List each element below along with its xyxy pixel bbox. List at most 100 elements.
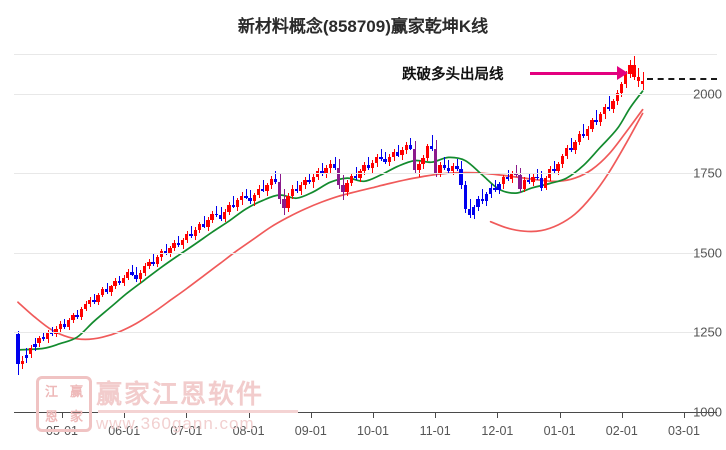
candle-body bbox=[189, 233, 193, 237]
gridline-1750 bbox=[14, 173, 717, 175]
candle-body bbox=[37, 338, 41, 344]
candle-body bbox=[227, 204, 231, 212]
candle-body bbox=[358, 171, 362, 178]
candle-body bbox=[636, 77, 641, 82]
candle-wick bbox=[537, 168, 539, 181]
candle-wick bbox=[608, 96, 610, 112]
candle-body bbox=[147, 261, 151, 266]
y-axis-label-2000: 2000 bbox=[693, 86, 722, 102]
candle-body bbox=[586, 128, 590, 136]
candle-body bbox=[463, 185, 467, 209]
candle-body bbox=[134, 274, 138, 279]
gridline-top bbox=[14, 54, 717, 55]
x-axis-label-02-01: 02-01 bbox=[605, 424, 638, 438]
x-axis-label-12-01: 12-01 bbox=[481, 424, 514, 438]
candle-body bbox=[531, 176, 535, 183]
candle-body bbox=[206, 219, 210, 227]
candle-wick bbox=[515, 165, 517, 178]
candle-body bbox=[261, 188, 265, 191]
candle-body bbox=[223, 211, 227, 219]
annotation-arrow-head bbox=[616, 66, 628, 81]
candle-body bbox=[450, 166, 455, 171]
candle-body bbox=[96, 294, 100, 303]
candle-body bbox=[493, 187, 497, 190]
candle-body bbox=[109, 286, 113, 292]
candle-body bbox=[552, 168, 556, 171]
candle-wick bbox=[233, 196, 235, 209]
candle-body bbox=[429, 146, 434, 150]
candle-wick bbox=[165, 243, 167, 256]
candle-body bbox=[193, 229, 197, 237]
candle-body bbox=[434, 149, 438, 173]
x-axis-tick-07-01 bbox=[186, 412, 188, 418]
candle-wick bbox=[380, 149, 382, 162]
candle-body bbox=[501, 177, 505, 185]
candle-body bbox=[349, 175, 354, 183]
candle-wick bbox=[119, 275, 121, 286]
candle-body bbox=[510, 173, 514, 180]
candle-body bbox=[244, 195, 248, 198]
candle-wick bbox=[64, 319, 66, 329]
candle-body bbox=[421, 158, 425, 165]
candle-body bbox=[573, 142, 577, 150]
candle-body bbox=[602, 107, 607, 115]
candle-body bbox=[484, 194, 489, 202]
candle-body bbox=[66, 320, 71, 327]
candle-wick bbox=[583, 124, 585, 138]
candle-body bbox=[383, 159, 387, 162]
candle-body bbox=[197, 224, 202, 230]
candle-body bbox=[341, 185, 345, 193]
y-axis-label-1000: 1000 bbox=[693, 404, 722, 420]
candle-body bbox=[640, 81, 645, 85]
candle-wick bbox=[385, 151, 387, 165]
candle-wick bbox=[596, 110, 598, 125]
candle-wick bbox=[553, 160, 555, 173]
candle-body bbox=[556, 164, 560, 171]
gridline-2000 bbox=[14, 93, 717, 95]
candle-body bbox=[560, 155, 565, 165]
candle-wick bbox=[245, 188, 247, 200]
candle-body bbox=[379, 156, 383, 160]
candle-body bbox=[286, 196, 290, 209]
candle-body bbox=[408, 145, 413, 149]
candle-body bbox=[581, 133, 586, 136]
candle-body bbox=[41, 337, 45, 340]
annotation-label: 跌破多头出局线 bbox=[402, 67, 504, 84]
x-axis-label-06-01: 06-01 bbox=[108, 424, 141, 438]
candle-body bbox=[218, 215, 223, 219]
candle-body bbox=[526, 180, 531, 183]
candle-body bbox=[455, 166, 459, 169]
x-axis-tick-11-01 bbox=[435, 412, 437, 418]
x-axis-label-09-01: 09-01 bbox=[294, 424, 327, 438]
candle-body bbox=[467, 208, 472, 215]
candle-wick bbox=[250, 189, 252, 204]
candle-body bbox=[71, 314, 75, 321]
candle-body bbox=[239, 195, 244, 201]
candle-body bbox=[33, 343, 37, 347]
candle-wick bbox=[262, 180, 264, 193]
candle-body bbox=[231, 204, 235, 207]
candle-wick bbox=[410, 137, 412, 151]
candle-body bbox=[391, 151, 396, 158]
candle-wick bbox=[469, 199, 471, 218]
candle-body bbox=[400, 150, 404, 156]
candle-body bbox=[404, 145, 408, 151]
candle-body bbox=[307, 179, 311, 183]
candle-body bbox=[282, 199, 286, 209]
ma-slow-line bbox=[17, 108, 644, 341]
x-axis-label-08-01: 08-01 bbox=[232, 424, 265, 438]
candle-body bbox=[176, 242, 181, 246]
candle-body bbox=[79, 308, 83, 318]
candle-body bbox=[126, 271, 130, 278]
candle-wick bbox=[131, 264, 133, 276]
candle-body bbox=[370, 163, 375, 168]
x-axis-label-03-01: 03-01 bbox=[668, 424, 700, 438]
candle-body bbox=[577, 133, 581, 143]
candle-wick bbox=[334, 156, 336, 171]
candle-body bbox=[417, 164, 421, 171]
candle-body bbox=[210, 214, 214, 220]
x-axis-label-10-01: 10-01 bbox=[357, 424, 389, 438]
candle-wick bbox=[638, 67, 640, 87]
x-axis-tick-12-01 bbox=[497, 412, 499, 418]
